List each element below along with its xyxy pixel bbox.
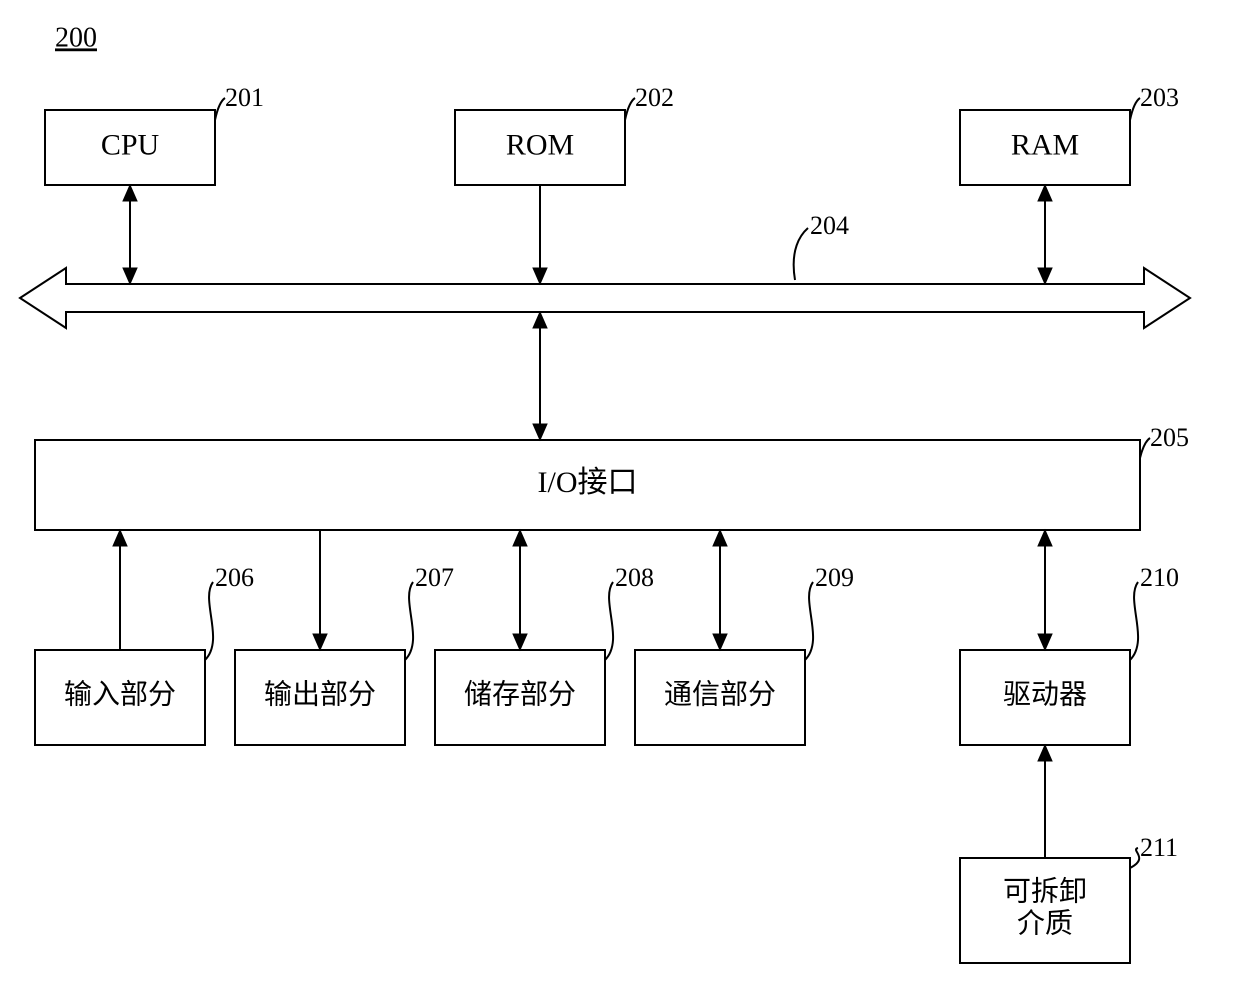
leader-line [605, 582, 613, 660]
ref-number-input: 206 [215, 563, 254, 592]
figure-ref: 200 [55, 22, 97, 53]
ref-number-cpu: 201 [225, 83, 264, 112]
ref-number-rom: 202 [635, 83, 674, 112]
arrowhead-icon [1038, 530, 1052, 546]
ref-number-drive: 210 [1140, 563, 1179, 592]
ref-number-comm: 209 [815, 563, 854, 592]
node-output-label: 输出部分 [264, 679, 376, 711]
node-rom-label: ROM [506, 128, 574, 161]
arrowhead-icon [533, 312, 547, 328]
node-store-label: 储存部分 [464, 679, 576, 711]
arrowhead-icon [513, 634, 527, 650]
node-io-label: I/O接口 [538, 466, 638, 499]
arrowhead-icon [313, 634, 327, 650]
leader-line [625, 98, 635, 120]
node-ram-label: RAM [1011, 128, 1079, 161]
arrowhead-icon [1038, 185, 1052, 201]
arrowhead-icon [113, 530, 127, 546]
ref-number-output: 207 [415, 563, 454, 592]
arrowhead-icon [1038, 745, 1052, 761]
ref-number-io: 205 [1150, 423, 1189, 452]
system-bus [20, 268, 1190, 328]
leader-line [405, 582, 413, 660]
arrowhead-icon [123, 185, 137, 201]
ref-number-remov: 211 [1140, 833, 1178, 862]
arrowhead-icon [713, 634, 727, 650]
arrowhead-icon [513, 530, 527, 546]
node-input-label: 输入部分 [64, 679, 176, 711]
arrowhead-icon [533, 424, 547, 440]
arrowhead-icon [533, 268, 547, 284]
diagram-canvas: 200 204 CPU 201 ROM 202 RAM 203 I/O接口 205 输入部分 206 输… [0, 0, 1240, 995]
arrowhead-icon [123, 268, 137, 284]
ref-number-store: 208 [615, 563, 654, 592]
leader-line [1140, 438, 1150, 458]
leader-line [1130, 98, 1140, 120]
ref-number-ram: 203 [1140, 83, 1179, 112]
leader-line [1130, 582, 1138, 660]
node-drive-label: 驱动器 [1003, 680, 1087, 711]
leader-line [1130, 848, 1139, 868]
arrowhead-icon [1038, 634, 1052, 650]
arrowhead-icon [713, 530, 727, 546]
node-cpu-label: CPU [101, 128, 160, 161]
ref-number: 204 [810, 211, 849, 240]
node-comm-label: 通信部分 [664, 679, 776, 711]
leader-line [794, 228, 808, 280]
arrowhead-icon [1038, 268, 1052, 284]
leader-line [805, 582, 813, 660]
leader-line [205, 582, 213, 660]
leader-line [215, 98, 225, 120]
